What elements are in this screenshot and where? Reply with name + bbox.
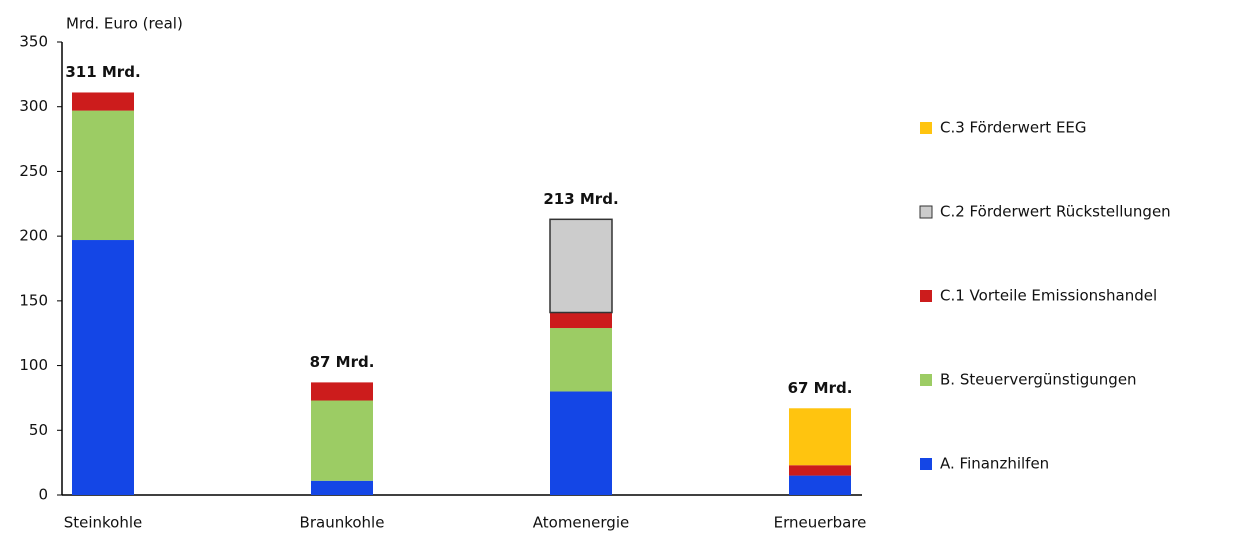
bar-segment [789, 465, 851, 476]
legend-label: C.2 Förderwert Rückstellungen [940, 203, 1171, 221]
bar-segment [549, 218, 613, 314]
legend-swatch [920, 290, 932, 302]
bar-segment [72, 92, 134, 111]
total-label: 311 Mrd. [65, 63, 140, 81]
y-tick-label: 300 [19, 97, 48, 115]
y-tick-label: 100 [19, 356, 48, 374]
total-label: 87 Mrd. [310, 353, 375, 371]
y-tick-label: 0 [38, 486, 48, 504]
x-tick-label: Braunkohle [300, 514, 385, 532]
bar-segment [311, 382, 373, 401]
y-axis-label: Mrd. Euro (real) [66, 15, 183, 33]
y-tick-label: 50 [29, 421, 48, 439]
bar-segment [789, 475, 851, 495]
y-tick-label: 250 [19, 162, 48, 180]
total-label: 67 Mrd. [788, 379, 853, 397]
total-label: 213 Mrd. [543, 190, 618, 208]
x-tick-label: Erneuerbare [774, 514, 867, 532]
legend-label: B. Steuervergünstigungen [940, 371, 1137, 389]
bar-segment [550, 312, 612, 329]
y-tick-label: 350 [19, 33, 48, 51]
legend-label: C.1 Vorteile Emissionshandel [940, 287, 1157, 305]
y-tick-label: 200 [19, 227, 48, 245]
legend-label: C.3 Förderwert EEG [940, 119, 1087, 137]
bar-segment [550, 328, 612, 392]
legend-swatch [919, 205, 933, 219]
bar-segment [311, 480, 373, 495]
legend-swatch [920, 458, 932, 470]
bar-segment [789, 408, 851, 466]
bar-segment [72, 110, 134, 241]
bar-segment [311, 400, 373, 481]
x-tick-label: Atomenergie [533, 514, 629, 532]
legend-swatch [920, 374, 932, 386]
x-tick-label: Steinkohle [64, 514, 143, 532]
legend-swatch [920, 122, 932, 134]
bar-segment [72, 240, 134, 495]
y-tick-label: 150 [19, 291, 48, 309]
legend-label: A. Finanzhilfen [940, 455, 1049, 473]
bar-segment [550, 391, 612, 495]
